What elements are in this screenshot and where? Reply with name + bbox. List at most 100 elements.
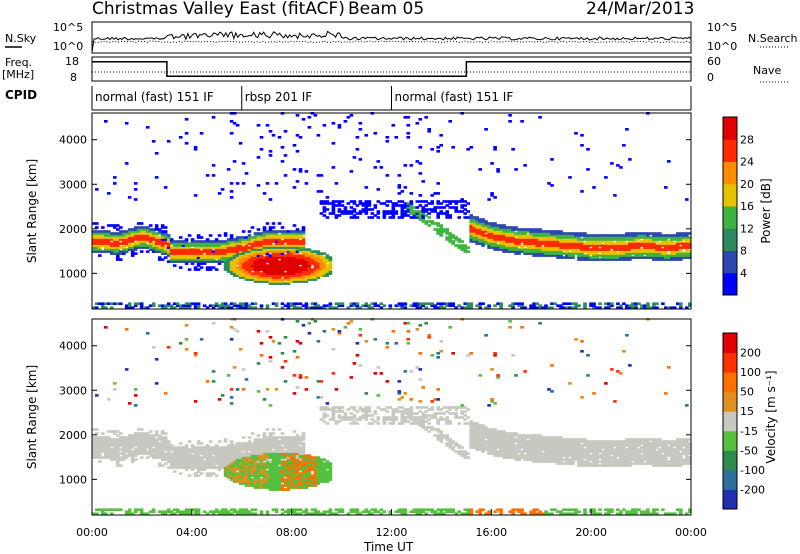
- power-cell: [277, 274, 282, 277]
- velocity-cell: [238, 474, 243, 477]
- power-cell: [514, 226, 518, 229]
- velocity-cell: [331, 410, 336, 413]
- power-cell: [484, 234, 488, 237]
- power-cell: [280, 260, 285, 263]
- velocity-cell: [280, 442, 285, 445]
- velocity-cell: [412, 422, 417, 425]
- power-cell: [280, 232, 285, 235]
- velocity-cell: [136, 442, 141, 445]
- power-cell: [535, 248, 539, 251]
- power-cell: [253, 278, 258, 281]
- velocity-cell: [122, 454, 126, 457]
- velocity-cell: [274, 484, 279, 487]
- velocity-cell: [274, 460, 279, 463]
- power-cell: [274, 266, 279, 269]
- power-cell: [154, 242, 159, 245]
- power-cell: [646, 304, 650, 307]
- velocity-cell: [409, 416, 414, 419]
- velocity-cell: [433, 512, 437, 515]
- power-cell: [343, 120, 348, 123]
- velocity-cell: [391, 330, 396, 333]
- power-cell: [685, 232, 689, 235]
- velocity-cell: [247, 440, 252, 443]
- power-cell: [220, 252, 225, 255]
- power-cell: [652, 250, 656, 253]
- power-cell: [340, 210, 345, 213]
- velocity-cell: [325, 414, 330, 417]
- power-cell: [634, 238, 638, 241]
- velocity-cell: [232, 448, 237, 451]
- power-cell: [307, 270, 312, 273]
- power-cell: [472, 240, 476, 243]
- power-cell: [265, 248, 270, 251]
- velocity-cell: [424, 420, 428, 423]
- power-cell: [403, 212, 408, 215]
- power-cell: [274, 280, 279, 283]
- power-cell: [337, 302, 342, 305]
- power-cell: [289, 252, 294, 255]
- power-cell: [190, 250, 195, 253]
- velocity-cell: [271, 464, 276, 467]
- velocity-cell: [154, 452, 159, 455]
- power-cell: [247, 270, 252, 273]
- velocity-cell: [95, 436, 99, 439]
- power-cell: [520, 246, 524, 249]
- power-cell: [101, 304, 105, 307]
- power-cell: [283, 272, 288, 275]
- power-cell: [119, 250, 123, 253]
- power-cell: [313, 276, 318, 279]
- velocity-cell: [289, 450, 294, 453]
- power-cell: [457, 238, 461, 241]
- velocity-cell: [412, 416, 417, 419]
- velocity-cell: [172, 466, 177, 469]
- power-cell: [151, 242, 156, 245]
- power-cell: [640, 240, 644, 243]
- velocity-cell: [304, 466, 309, 469]
- power-cell: [277, 254, 282, 257]
- velocity-cell: [325, 472, 330, 475]
- power-cell: [670, 258, 674, 261]
- velocity-cell: [98, 452, 102, 455]
- power-cell: [328, 270, 333, 273]
- power-cell: [325, 258, 330, 261]
- velocity-cell: [178, 510, 183, 513]
- velocity-cell: [241, 482, 246, 485]
- power-cell: [184, 248, 189, 251]
- velocity-cell: [130, 458, 135, 461]
- power-cell: [127, 238, 132, 241]
- velocity-cell: [265, 388, 270, 391]
- velocity-cell: [256, 434, 261, 437]
- velocity-cell: [142, 436, 147, 439]
- power-cell: [193, 194, 198, 197]
- power-cell: [367, 304, 372, 307]
- power-cell: [250, 276, 255, 279]
- velocity-cell: [271, 486, 276, 489]
- velocity-cell: [253, 478, 258, 481]
- power-cell: [574, 248, 578, 251]
- velocity-cell: [205, 446, 210, 449]
- velocity-cell: [208, 472, 213, 475]
- velocity-cell: [199, 448, 204, 451]
- power-cell: [574, 236, 578, 239]
- velocity-cell: [235, 510, 240, 513]
- power-cell: [235, 270, 240, 273]
- power-cell: [535, 238, 539, 241]
- power-cell: [160, 248, 165, 251]
- power-cell: [532, 302, 536, 305]
- power-cell: [265, 276, 270, 279]
- velocity-cell: [283, 436, 288, 439]
- power-cell: [685, 238, 689, 241]
- velocity-cell: [253, 446, 258, 449]
- velocity-cell: [217, 450, 222, 453]
- velocity-cell: [265, 464, 270, 467]
- velocity-cell: [142, 444, 147, 447]
- power-cell: [286, 304, 291, 307]
- power-cell: [268, 236, 273, 239]
- power-cell: [565, 250, 569, 253]
- power-cell: [415, 306, 420, 309]
- power-cell: [673, 256, 677, 259]
- velocity-cell: [163, 446, 168, 449]
- power-cell: [148, 236, 153, 239]
- power-cell: [487, 242, 491, 245]
- velocity-cell: [415, 422, 420, 425]
